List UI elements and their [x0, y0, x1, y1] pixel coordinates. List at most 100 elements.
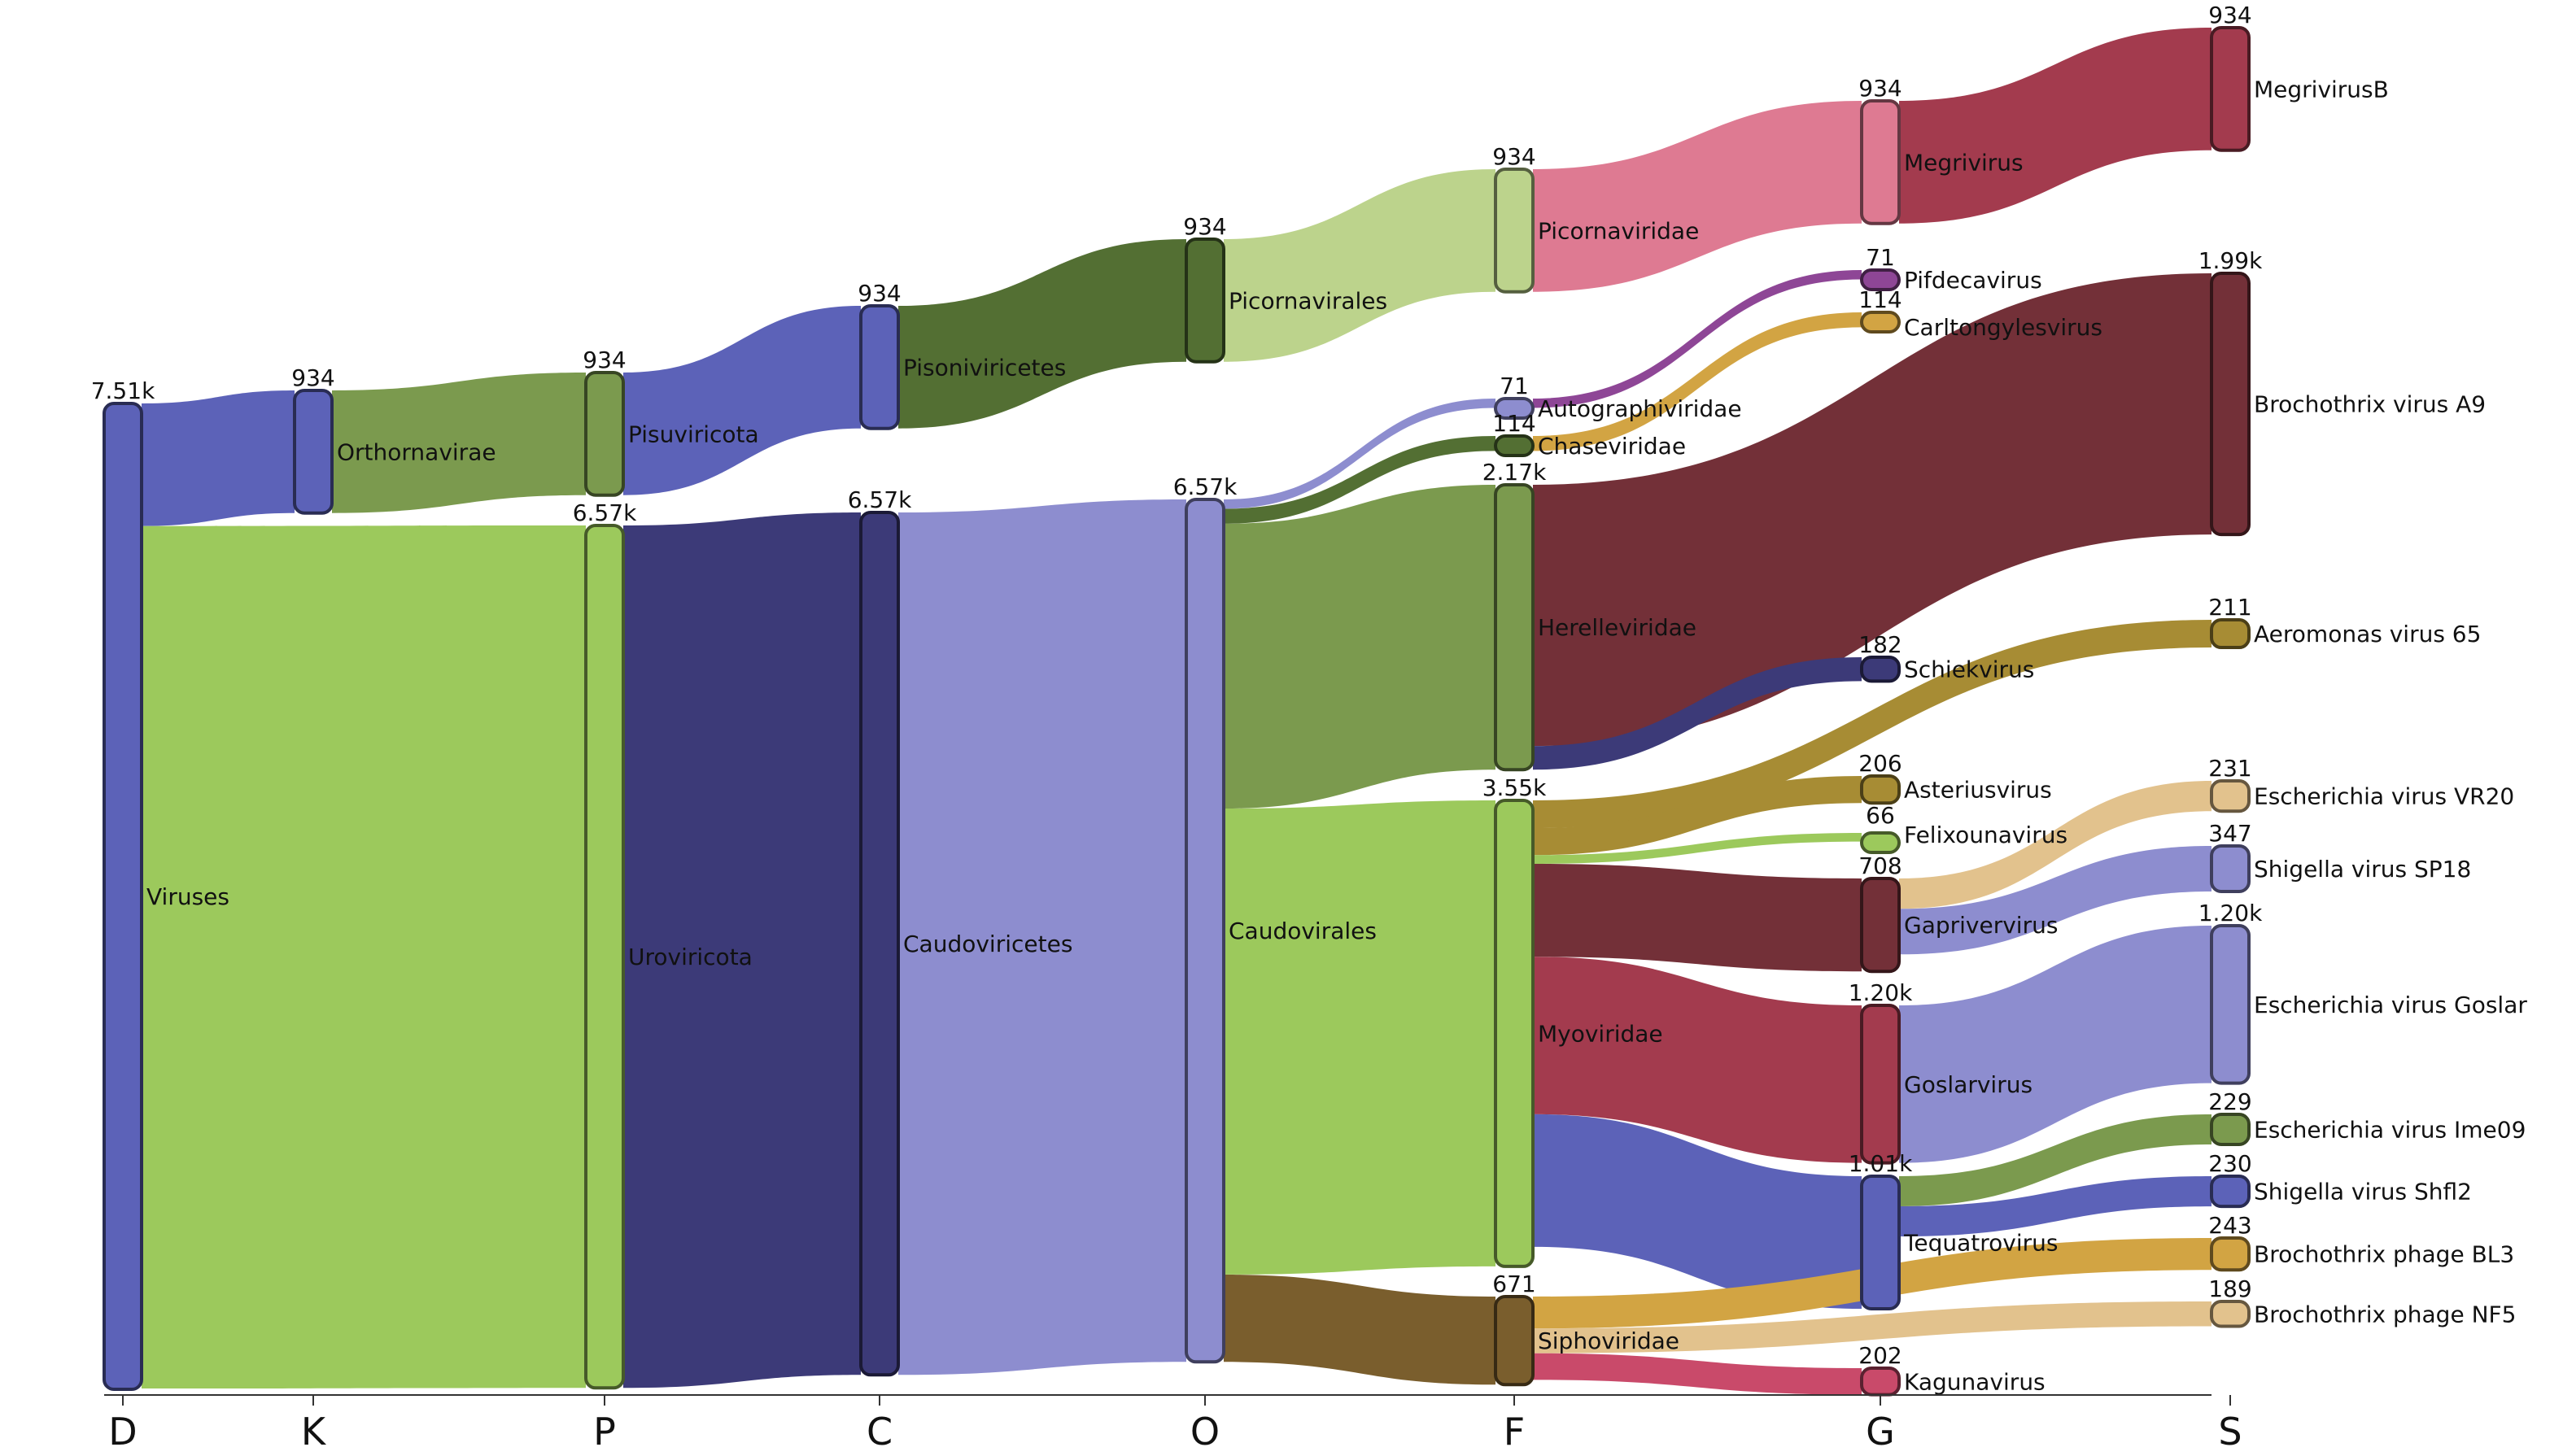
node-value-carltongylesvirus: 114 [1858, 286, 1902, 313]
link-myoviridae-to-tequatrovirus [1533, 1114, 1862, 1309]
level-label-O: O [1190, 1410, 1220, 1452]
link-orthornavirae-to-pisuviricota [332, 373, 586, 513]
node-label-ecoli_ime09: Escherichia virus Ime09 [2254, 1116, 2526, 1143]
node-label-siphoviridae: Siphoviridae [1538, 1327, 1679, 1354]
node-orthornavirae[interactable] [293, 389, 334, 515]
link-caudovirales-to-myoviridae [1224, 800, 1495, 1275]
node-aeromonas_65[interactable] [2210, 618, 2251, 650]
node-label-pisuviricota: Pisuviricota [628, 421, 759, 447]
level-label-C: C [867, 1410, 893, 1452]
link-herelleviridae-to-schiekvirus [1533, 657, 1862, 770]
node-label-autographiviridae: Autographiviridae [1538, 395, 1742, 422]
node-picornaviridae[interactable] [1494, 168, 1535, 294]
node-carltongylesvirus[interactable] [1860, 311, 1901, 333]
link-caudovirales-to-chaseviridae [1224, 436, 1495, 524]
node-value-pisoniviricetes: 934 [858, 280, 901, 307]
node-label-caudoviricetes: Caudoviricetes [903, 931, 1072, 957]
node-value-felixounavirus: 66 [1866, 802, 1895, 829]
node-value-schiekvirus: 182 [1858, 631, 1902, 658]
node-megrivirusb[interactable] [2210, 26, 2251, 152]
node-label-caudovirales: Caudovirales [1229, 918, 1377, 944]
node-value-viruses: 7.51k [91, 377, 155, 404]
node-viruses[interactable] [103, 402, 143, 1391]
node-picornavirales[interactable] [1185, 238, 1225, 364]
link-autographiviridae-to-pifdecavirus [1533, 270, 1862, 408]
link-caudoviricetes-to-caudovirales [898, 499, 1186, 1375]
node-value-shigella_sp18: 347 [2208, 820, 2251, 847]
node-label-asteriusvirus: Asteriusvirus [1904, 777, 2052, 804]
node-autographiviridae[interactable] [1494, 397, 1535, 420]
links-layer [142, 28, 2212, 1395]
link-siphoviridae-to-kagunavirus [1533, 1353, 1862, 1395]
node-shigella_shfl2[interactable] [2210, 1175, 2251, 1209]
link-pisoniviricetes-to-picornavirales [898, 239, 1186, 429]
node-herelleviridae[interactable] [1494, 483, 1535, 772]
node-shigella_sp18[interactable] [2210, 844, 2251, 894]
link-caudovirales-to-autographiviridae [1224, 399, 1495, 509]
link-myoviridae-to-felixounavirus [1533, 833, 1862, 864]
node-brochothrix_a9[interactable] [2210, 272, 2251, 537]
node-label-kagunavirus: Kagunavirus [1904, 1368, 2046, 1395]
node-label-goslarvirus: Goslarvirus [1904, 1071, 2032, 1098]
node-value-goslarvirus: 1.20k [1849, 979, 1913, 1006]
level-label-S: S [2218, 1410, 2242, 1452]
node-value-picornaviridae: 934 [1492, 143, 1535, 170]
node-brochothrix_nf5[interactable] [2210, 1300, 2251, 1328]
link-myoviridae-to-aeromonas_65 [1533, 620, 2212, 829]
node-myoviridae[interactable] [1494, 799, 1535, 1268]
node-pisuviricota[interactable] [584, 371, 625, 497]
node-value-megrivirus: 934 [1858, 75, 1902, 102]
node-kagunavirus[interactable] [1860, 1367, 1901, 1397]
node-megrivirus[interactable] [1860, 99, 1901, 225]
link-caudovirales-to-siphoviridae [1224, 1274, 1495, 1385]
link-pisuviricota-to-pisoniviricetes [623, 306, 861, 495]
node-ecoli_ime09[interactable] [2210, 1113, 2251, 1146]
node-label-megrivirusb: MegrivirusB [2254, 76, 2389, 102]
node-brochothrix_bl3[interactable] [2210, 1236, 2251, 1272]
node-tequatrovirus[interactable] [1860, 1175, 1901, 1310]
node-value-herelleviridae: 2.17k [1482, 459, 1547, 486]
node-pisoniviricetes[interactable] [859, 304, 900, 430]
node-caudovirales[interactable] [1185, 498, 1225, 1364]
node-felixounavirus[interactable] [1860, 831, 1901, 854]
node-value-picornavirales: 934 [1183, 213, 1226, 240]
nodes-layer [103, 26, 2251, 1397]
node-value-pifdecavirus: 71 [1866, 244, 1895, 271]
node-schiekvirus[interactable] [1860, 656, 1901, 683]
node-value-caudoviricetes: 6.57k [848, 486, 912, 513]
node-gaprivervirus[interactable] [1860, 877, 1901, 974]
node-pifdecavirus[interactable] [1860, 268, 1901, 291]
node-value-aeromonas_65: 211 [2208, 594, 2251, 621]
node-uroviricota[interactable] [584, 524, 625, 1390]
node-label-herelleviridae: Herelleviridae [1538, 614, 1696, 641]
node-value-uroviricota: 6.57k [573, 499, 637, 526]
node-siphoviridae[interactable] [1494, 1295, 1535, 1387]
link-gaprivervirus-to-ecoli_vr20 [1899, 781, 2212, 909]
node-value-ecoli_ime09: 229 [2208, 1088, 2251, 1115]
node-label-myoviridae: Myoviridae [1538, 1020, 1663, 1047]
node-caudoviricetes[interactable] [859, 511, 900, 1377]
node-ecoli_goslar[interactable] [2210, 924, 2251, 1085]
node-ecoli_vr20[interactable] [2210, 779, 2251, 813]
node-asteriusvirus[interactable] [1860, 774, 1901, 805]
link-herelleviridae-to-brochothrix_a9 [1533, 273, 2212, 747]
node-label-brochothrix_a9: Brochothrix virus A9 [2254, 391, 2486, 418]
node-value-megrivirusb: 934 [2208, 2, 2251, 28]
link-viruses-to-uroviricota [142, 525, 586, 1389]
node-label-brochothrix_bl3: Brochothrix phage BL3 [2254, 1241, 2514, 1268]
link-myoviridae-to-goslarvirus [1533, 957, 1862, 1163]
node-label-brochothrix_nf5: Brochothrix phage NF5 [2254, 1301, 2516, 1327]
node-label-carltongylesvirus: Carltongylesvirus [1904, 314, 2102, 341]
node-label-shigella_shfl2: Shigella virus Shfl2 [2254, 1179, 2472, 1205]
node-label-tequatrovirus: Tequatrovirus [1903, 1229, 2058, 1256]
link-picornavirales-to-picornaviridae [1224, 169, 1495, 362]
node-value-ecoli_goslar: 1.20k [2198, 900, 2263, 926]
node-chaseviridae[interactable] [1494, 434, 1535, 457]
node-value-gaprivervirus: 708 [1858, 852, 1902, 879]
link-uroviricota-to-caudoviricetes [623, 512, 861, 1388]
node-goslarvirus[interactable] [1860, 1004, 1901, 1165]
node-value-brochothrix_bl3: 243 [2208, 1212, 2251, 1239]
node-label-picornavirales: Picornavirales [1229, 287, 1387, 314]
link-megrivirus-to-megrivirusb [1899, 28, 2212, 224]
